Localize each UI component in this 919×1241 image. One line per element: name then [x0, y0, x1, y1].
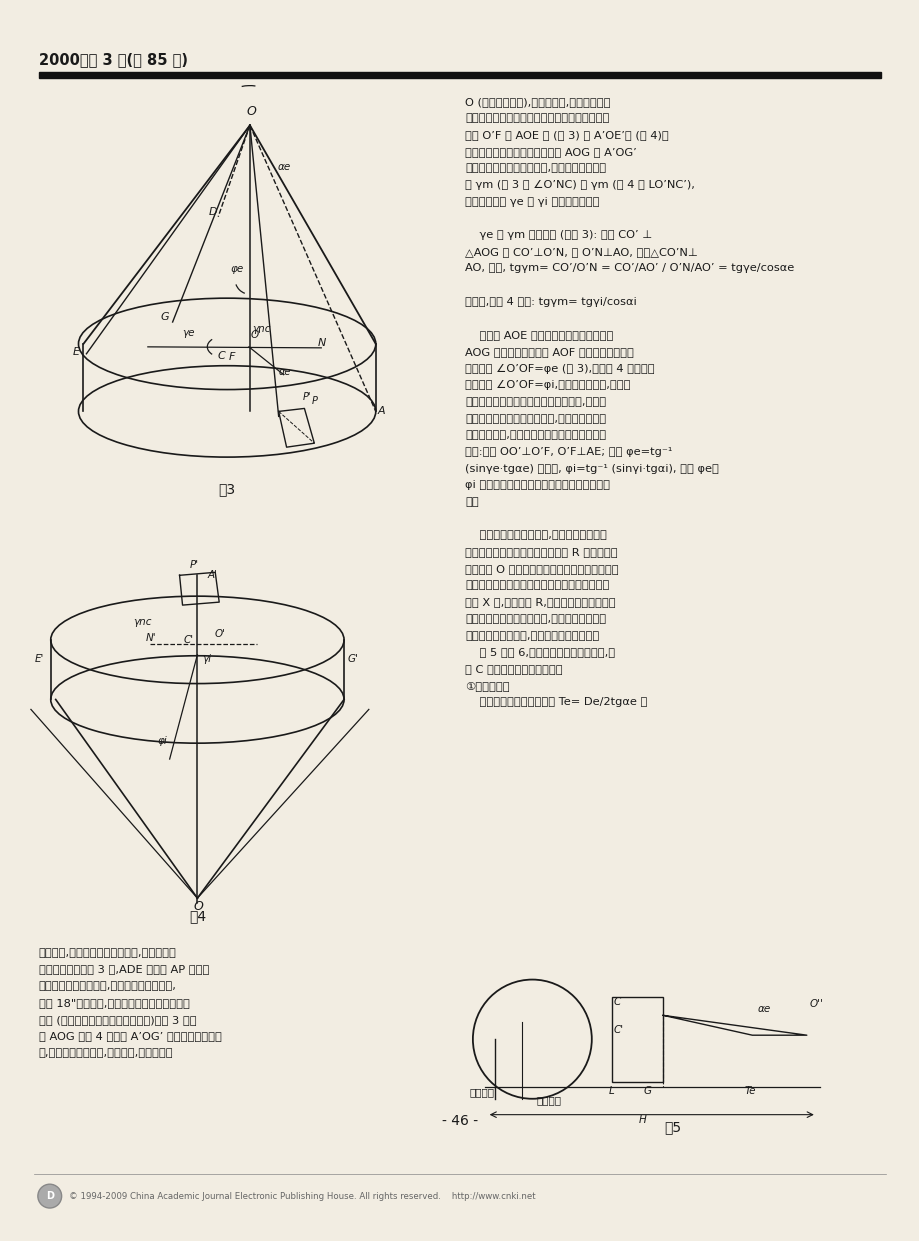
Text: 磨削平面便置于刀片前刀面上,于是也就保证了: 磨削平面便置于刀片前刀面上,于是也就保证了 — [464, 413, 606, 423]
Text: γe 和 γm 的关系为 (见图 3): 因为 CO’ ⊥: γe 和 γm 的关系为 (见图 3): 因为 CO’ ⊥ — [464, 230, 652, 240]
Text: 图5: 图5 — [664, 1121, 681, 1134]
Text: ①重磨外刀片: ①重磨外刀片 — [464, 680, 509, 690]
Bar — [611, 998, 663, 1082]
Text: 的截面角 ∠O’OF=φe (图 3),以及图 4 中相类似: 的截面角 ∠O’OF=φe (图 3),以及图 4 中相类似 — [464, 364, 653, 374]
Text: P': P' — [189, 561, 199, 571]
Text: 面旋近砂轮磨削平面,即能磨出所需的前角。: 面旋近砂轮磨削平面,即能磨出所需的前角。 — [464, 630, 598, 640]
Text: 角。: 角。 — [464, 498, 478, 508]
Text: 该面与过刀口直线的圆锥轴平面 AOG 和 A’OG’: 该面与过刀口直线的圆锥轴平面 AOG 和 A’OG’ — [464, 146, 636, 156]
Text: 去直线性而为曲线形状,为使刀刀保持直线性,: 去直线性而为曲线形状,为使刀刀保持直线性, — [39, 982, 176, 992]
Text: C': C' — [613, 1025, 623, 1035]
Text: AO, 于是, tgγm= CO’/O’N = CO’/AO’ / O’N/AO’ = tgγe/cosαe: AO, 于是, tgγm= CO’/O’N = CO’/AO’ / O’N/AO… — [464, 263, 793, 273]
Text: △AOG 即 CO’⊥O’N, 而 O’N⊥AO, 所以△CO’N⊥: △AOG 即 CO’⊥O’N, 而 O’N⊥AO, 所以△CO’N⊥ — [464, 247, 697, 257]
Text: 示 AOG 和图 4 中所示 A’OG’ 平面所形成的前刀: 示 AOG 和图 4 中所示 A’OG’ 平面所形成的前刀 — [39, 1031, 221, 1041]
Text: 移距 O’F 的 AOE 面 (图 3) 和 A’OE’面 (图 4)。: 移距 O’F 的 AOE 面 (图 3) 和 A’OE’面 (图 4)。 — [464, 130, 668, 140]
Text: O'': O'' — [809, 999, 823, 1009]
Text: 由带金刺笔的、能升降调节的刻度 R 来控制。以: 由带金刺笔的、能升降调节的刻度 R 来控制。以 — [464, 547, 617, 557]
Text: 系为:因为 OO’⊥O’F, O’F⊥AE; 所以 φe=tg⁻¹: 系为:因为 OO’⊥O’F, O’F⊥AE; 所以 φe=tg⁻¹ — [464, 447, 672, 457]
Text: E': E' — [35, 654, 44, 664]
Text: 动量 X 后,调整刻度 R,即可带着修整好的砂轮: 动量 X 后,调整刻度 R,即可带着修整好的砂轮 — [464, 597, 615, 607]
Text: 外刀刀尖顶面到锥顶距离 Te= De/2tgαe 。: 外刀刀尖顶面到锥顶距离 Te= De/2tgαe 。 — [464, 697, 647, 707]
Text: 前刀面 AOE 与过刀口直径的圆锥轴平面: 前刀面 AOE 与过刀口直径的圆锥轴平面 — [464, 330, 613, 340]
Text: 动的倾斜角。当主轴手动了此倾斜角后,砂轮的: 动的倾斜角。当主轴手动了此倾斜角后,砂轮的 — [464, 397, 606, 407]
Text: 直线 (即与刀口直线重合的圆锥母线)。图 3 中所: 直线 (即与刀口直线重合的圆锥母线)。图 3 中所 — [39, 1015, 197, 1025]
Text: γe: γe — [182, 328, 195, 338]
Text: G: G — [161, 311, 169, 321]
Text: O': O' — [214, 629, 225, 639]
Text: 2000年第 3 期(总 85 期): 2000年第 3 期(总 85 期) — [39, 52, 187, 67]
Text: 对砂轮的磨削平面而言,砂轮的磨削平面是: 对砂轮的磨削平面而言,砂轮的磨削平面是 — [464, 530, 607, 540]
Text: O: O — [246, 105, 256, 118]
Text: 用专门校对零位规来安装。当计算出砂轮垂直移: 用专门校对零位规来安装。当计算出砂轮垂直移 — [464, 581, 608, 591]
Text: αe: αe — [278, 366, 290, 377]
Text: D: D — [46, 1191, 53, 1201]
Text: 重磨 18"铳刀盘时,砂轮的磨削平面应包含刀口: 重磨 18"铳刀盘时,砂轮的磨削平面应包含刀口 — [39, 998, 189, 1008]
Text: G': G' — [347, 654, 358, 664]
Text: 的截面角 ∠O’OF=φi,即为刀盘刀磨时,主轴手: 的截面角 ∠O’OF=φi,即为刀盘刀磨时,主轴手 — [464, 380, 630, 390]
Text: φi: φi — [157, 736, 167, 746]
Text: A': A' — [207, 571, 217, 581]
Text: O': O' — [251, 330, 262, 340]
Text: 所构成的两面角的法截面角,即为刀刀的法向前: 所构成的两面角的法截面角,即为刀刀的法向前 — [464, 164, 606, 174]
Text: - 46 -: - 46 - — [441, 1113, 478, 1128]
Text: αe: αe — [278, 163, 290, 172]
Text: 成的刀线,即为某一双曲线的一段,都将使切削: 成的刀线,即为某一双曲线的一段,都将使切削 — [39, 948, 176, 958]
Text: φi 为刀磨外、内刀片时安装铳刀盘的主轴倾斜: φi 为刀磨外、内刀片时安装铳刀盘的主轴倾斜 — [464, 480, 609, 490]
Text: N': N' — [146, 633, 156, 643]
Text: 同样地,由图 4 可得: tgγm= tgγi/cosαi: 同样地,由图 4 可得: tgγm= tgγi/cosαi — [464, 297, 636, 307]
Text: 图3: 图3 — [219, 482, 235, 496]
Text: 面,因包含了锥面轴线,即轴平面,故使前角为: 面,因包含了锥面轴线,即轴平面,故使前角为 — [39, 1047, 174, 1057]
Text: γi: γi — [202, 654, 211, 664]
Text: 刀失去直线性。图 3 中,ADE 截面的 AP 线就失: 刀失去直线性。图 3 中,ADE 截面的 AP 线就失 — [39, 964, 209, 974]
Text: γnc: γnc — [133, 617, 152, 627]
Text: 左旋外刀: 左旋外刀 — [470, 1087, 494, 1097]
Text: C': C' — [183, 635, 193, 645]
Text: A: A — [378, 406, 385, 417]
Text: L: L — [608, 1086, 614, 1096]
Text: N: N — [317, 338, 325, 347]
Text: G: G — [642, 1086, 651, 1096]
Text: O: O — [193, 900, 203, 913]
Text: C: C — [217, 351, 225, 361]
Text: P: P — [311, 396, 317, 407]
Text: (sinγe·tgαe) 同样地, φi=tg⁻¹ (sinγi·tgαi), 式中 φe、: (sinγe·tgαe) 同样地, φi=tg⁻¹ (sinγi·tgαi), … — [464, 464, 718, 474]
Text: 图 5 和图 6,为重磨外、内刀片的图解,其: 图 5 和图 6,为重磨外、内刀片的图解,其 — [464, 648, 615, 658]
Text: 而其端截面角 γe 或 γi 即为端面前角。: 而其端截面角 γe 或 γi 即为端面前角。 — [464, 196, 599, 207]
Text: D: D — [208, 207, 217, 217]
Bar — [39, 72, 880, 78]
Text: Te: Te — [743, 1086, 755, 1096]
Text: αe: αe — [756, 1004, 770, 1014]
Text: E: E — [73, 346, 79, 357]
Text: 中 C 是刀盘倾斜的回转中心。: 中 C 是刀盘倾斜的回转中心。 — [464, 664, 562, 674]
Text: © 1994-2009 China Academic Journal Electronic Publishing House. All rights reser: © 1994-2009 China Academic Journal Elect… — [69, 1191, 535, 1200]
Text: 刀片的直线性,刀盘主轴倾斜角与端面前角间关: 刀片的直线性,刀盘主轴倾斜角与端面前角间关 — [464, 431, 606, 441]
Text: AOG 所构成的两面角被 AOF 的垂直平面所截得: AOG 所构成的两面角被 AOF 的垂直平面所截得 — [464, 346, 633, 357]
Text: O (即零度前刀面),为获得前角,只有使砂轮磨: O (即零度前刀面),为获得前角,只有使砂轮磨 — [464, 97, 610, 107]
Text: F: F — [229, 351, 235, 362]
Text: φe: φe — [230, 264, 244, 274]
Text: 图4: 图4 — [188, 908, 206, 923]
Circle shape — [38, 1184, 62, 1207]
Text: 削平面绕刀口直线旋转而构成平行于圆锥轴线并: 削平面绕刀口直线旋转而构成平行于圆锥轴线并 — [464, 113, 608, 123]
Text: γnc: γnc — [252, 324, 270, 334]
Text: H: H — [638, 1114, 645, 1124]
Text: 平面置于所求的磨削平面内,而被磨刀盘的前刀: 平面置于所求的磨削平面内,而被磨刀盘的前刀 — [464, 614, 606, 624]
Text: 角 γm (图 3 的 ∠O’NC) 和 γm (图 4 的 LO’NC’),: 角 γm (图 3 的 ∠O’NC) 和 γm (图 4 的 LO’NC’), — [464, 180, 694, 190]
Text: 刻度尺为 O 时修正的平面作为标准位置。金刺笔: 刻度尺为 O 时修正的平面作为标准位置。金刺笔 — [464, 563, 618, 573]
Text: C: C — [613, 998, 620, 1008]
Text: 右旋外刀: 右旋外刀 — [536, 1095, 561, 1104]
Text: P': P' — [302, 392, 311, 402]
